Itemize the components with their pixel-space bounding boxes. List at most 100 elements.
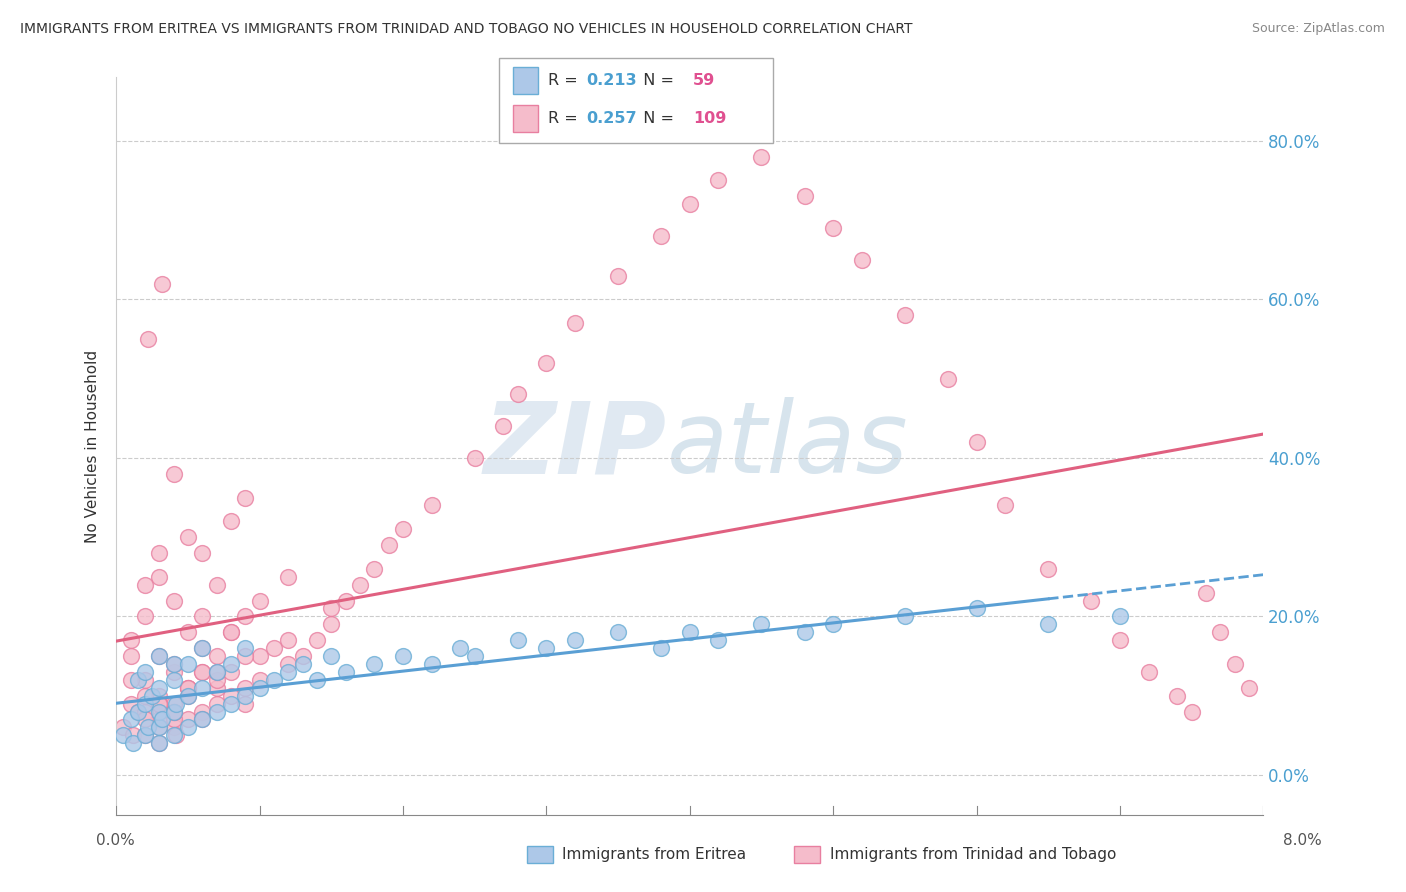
Point — [150, 713, 173, 727]
Point — [363, 657, 385, 671]
Point — [177, 681, 200, 695]
Point — [162, 705, 184, 719]
Point — [823, 617, 845, 632]
Point — [205, 648, 228, 663]
Text: 0.0%: 0.0% — [96, 833, 135, 847]
Point — [177, 681, 200, 695]
Point — [249, 673, 271, 687]
Point — [233, 609, 256, 624]
Point — [122, 736, 145, 750]
Point — [148, 546, 170, 560]
Point — [1195, 585, 1218, 599]
Text: Immigrants from Trinidad and Tobago: Immigrants from Trinidad and Tobago — [830, 847, 1116, 862]
Text: 8.0%: 8.0% — [1282, 833, 1322, 847]
Point — [291, 657, 314, 671]
Point — [148, 713, 170, 727]
Point — [335, 593, 357, 607]
Point — [191, 665, 214, 679]
Point — [134, 689, 156, 703]
Point — [321, 617, 343, 632]
Point — [233, 641, 256, 656]
Point — [249, 593, 271, 607]
Text: N =: N = — [633, 73, 679, 87]
Point — [177, 625, 200, 640]
Point — [134, 665, 156, 679]
Text: 0.257: 0.257 — [586, 112, 637, 126]
Point — [148, 736, 170, 750]
Point — [851, 252, 873, 267]
Point — [191, 681, 214, 695]
Y-axis label: No Vehicles in Household: No Vehicles in Household — [86, 350, 100, 542]
Point — [162, 673, 184, 687]
Point — [177, 657, 200, 671]
Point — [162, 705, 184, 719]
Point — [148, 720, 170, 734]
Point — [148, 736, 170, 750]
Point — [707, 633, 730, 648]
Point — [277, 665, 299, 679]
Point — [1166, 689, 1188, 703]
Point — [607, 625, 630, 640]
Point — [162, 593, 184, 607]
Point — [162, 467, 184, 481]
Point — [177, 689, 200, 703]
Point — [894, 609, 917, 624]
Point — [134, 577, 156, 591]
Point — [148, 689, 170, 703]
Text: 0.213: 0.213 — [586, 73, 637, 87]
Point — [134, 705, 156, 719]
Point — [1237, 681, 1260, 695]
Text: IMMIGRANTS FROM ERITREA VS IMMIGRANTS FROM TRINIDAD AND TOBAGO NO VEHICLES IN HO: IMMIGRANTS FROM ERITREA VS IMMIGRANTS FR… — [20, 22, 912, 37]
Point — [191, 546, 214, 560]
Point — [263, 641, 285, 656]
Point — [506, 387, 529, 401]
Point — [536, 641, 558, 656]
Point — [162, 720, 184, 734]
Point — [205, 673, 228, 687]
Point — [120, 648, 142, 663]
Point — [162, 697, 184, 711]
Point — [219, 657, 242, 671]
Point — [127, 705, 149, 719]
Point — [1209, 625, 1232, 640]
Point — [449, 641, 471, 656]
Point — [120, 673, 142, 687]
Point — [1137, 665, 1160, 679]
Point — [205, 705, 228, 719]
Point — [219, 689, 242, 703]
Text: R =: R = — [548, 73, 583, 87]
Point — [134, 728, 156, 742]
Point — [219, 625, 242, 640]
Point — [150, 277, 173, 291]
Point — [191, 713, 214, 727]
Point — [277, 570, 299, 584]
Point — [291, 648, 314, 663]
Point — [966, 601, 988, 615]
Point — [122, 728, 145, 742]
Point — [205, 697, 228, 711]
Point — [650, 641, 672, 656]
Text: Immigrants from Eritrea: Immigrants from Eritrea — [562, 847, 747, 862]
Point — [233, 689, 256, 703]
Text: ZIP: ZIP — [484, 398, 666, 494]
Point — [162, 728, 184, 742]
Point — [335, 665, 357, 679]
Point — [377, 538, 399, 552]
Point — [233, 681, 256, 695]
Point — [894, 308, 917, 322]
Text: 59: 59 — [693, 73, 716, 87]
Point — [134, 609, 156, 624]
Point — [191, 641, 214, 656]
Point — [162, 657, 184, 671]
Point — [205, 577, 228, 591]
Point — [112, 720, 135, 734]
Text: 109: 109 — [693, 112, 727, 126]
Point — [162, 705, 184, 719]
Point — [420, 657, 443, 671]
Point — [793, 189, 815, 203]
Point — [191, 665, 214, 679]
Point — [564, 316, 586, 330]
Point — [148, 681, 170, 695]
Point — [134, 713, 156, 727]
Point — [127, 705, 149, 719]
